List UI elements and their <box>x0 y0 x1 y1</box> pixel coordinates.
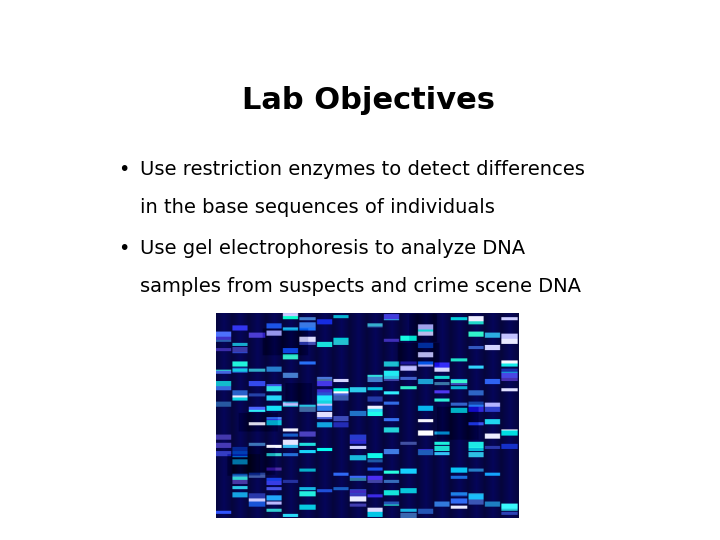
Text: samples from suspects and crime scene DNA: samples from suspects and crime scene DN… <box>140 277 581 296</box>
Text: in the base sequences of individuals: in the base sequences of individuals <box>140 198 495 217</box>
Text: Use restriction enzymes to detect differences: Use restriction enzymes to detect differ… <box>140 160 585 179</box>
Text: •: • <box>118 239 130 259</box>
Text: Lab Objectives: Lab Objectives <box>243 85 495 114</box>
Text: Use gel electrophoresis to analyze DNA: Use gel electrophoresis to analyze DNA <box>140 239 526 259</box>
Text: •: • <box>118 160 130 179</box>
